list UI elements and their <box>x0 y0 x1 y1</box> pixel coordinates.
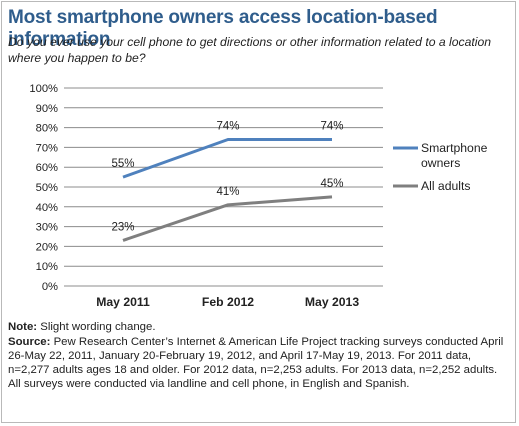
data-label: 74% <box>320 120 343 132</box>
y-tick-label: 90% <box>36 103 58 115</box>
y-tick-label: 20% <box>36 241 58 253</box>
y-tick-label: 100% <box>29 83 58 95</box>
y-tick-label: 30% <box>36 222 58 234</box>
y-tick-label: 60% <box>36 162 58 174</box>
series-line <box>122 137 332 179</box>
y-tick-label: 40% <box>36 202 58 214</box>
y-tick-label: 0% <box>42 281 58 293</box>
legend-label: All adults <box>421 179 470 193</box>
source-line: Source: Pew Research Center’s Internet &… <box>8 335 508 391</box>
note-label: Note: <box>8 321 38 333</box>
x-tick-label: May 2013 <box>305 295 359 309</box>
source-text: Pew Research Center’s Internet & America… <box>8 336 504 390</box>
y-tick-label: 70% <box>36 142 58 154</box>
notes: Note: Slight wording change. Source: Pew… <box>8 320 508 392</box>
note-line: Note: Slight wording change. <box>8 320 508 334</box>
data-label: 55% <box>111 158 134 170</box>
y-tick-label: 10% <box>36 261 58 273</box>
chart-title: Most smartphone owners access location-b… <box>8 7 438 50</box>
data-label: 74% <box>216 120 239 132</box>
legend-label: Smartphone owners <box>421 141 488 170</box>
data-label: 45% <box>320 178 343 190</box>
source-label: Source: <box>8 336 51 348</box>
note-text: Slight wording change. <box>37 321 156 333</box>
x-tick-label: May 2011 <box>96 295 150 309</box>
data-label: 41% <box>216 186 239 198</box>
y-tick-label: 80% <box>36 123 58 135</box>
y-tick-label: 50% <box>36 182 58 194</box>
series-line <box>122 195 333 242</box>
chart-subtitle: Do you ever use your cell phone to get d… <box>8 35 492 65</box>
data-label: 23% <box>111 221 134 233</box>
x-tick-label: Feb 2012 <box>202 295 254 309</box>
